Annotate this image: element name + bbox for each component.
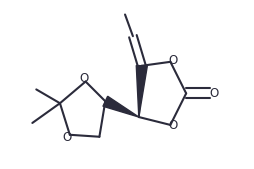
Text: O: O [169,54,178,67]
Text: O: O [210,87,219,100]
Polygon shape [136,65,147,117]
Polygon shape [103,96,139,117]
Text: O: O [169,119,178,132]
Text: O: O [62,131,71,144]
Text: O: O [79,72,88,85]
